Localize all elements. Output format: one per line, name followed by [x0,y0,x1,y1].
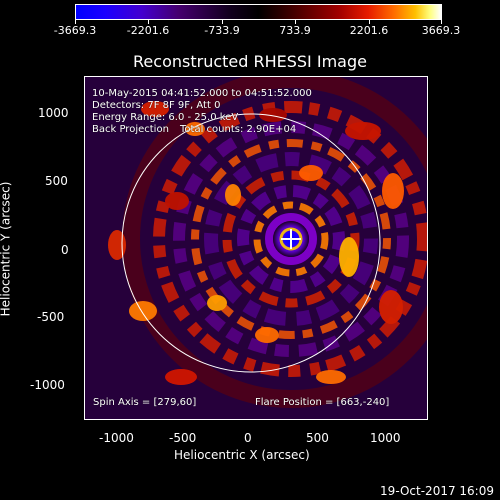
x-tick-label: 500 [306,431,329,445]
image-blob [316,370,346,384]
colorbar-tick-label: -2201.6 [126,24,170,37]
solar-limb-circle [121,113,381,373]
annotation-method: Back Projection [92,124,169,135]
image-blob [108,230,126,260]
image-blob [165,192,189,210]
image-blob [185,122,205,136]
image-blob [165,369,197,385]
colorbar-tick [441,20,442,24]
outer-ring [204,152,378,326]
image-blob [225,184,241,206]
y-tick-label: -500 [37,310,65,324]
image-blob [299,165,323,181]
image-blob [259,108,287,122]
colorbar-tick [222,20,223,24]
colorbar-tick-label: -3669.3 [53,24,97,37]
colorbar-tick [295,20,296,24]
rhessi-image-plot: 10-May-2015 04:41:52.000 to 04:51:52.000… [84,76,428,420]
image-blob [382,173,404,209]
colorbar-tick [369,20,370,24]
image-blob [339,237,359,277]
x-axis-label: Heliocentric X (arcsec) [174,448,310,462]
timestamp-footer: 19-Oct-2017 16:09 [380,484,494,498]
image-blob [129,301,157,321]
annotation-flare-position: Flare Position = [663,-240] [255,397,390,408]
outer-ring [222,170,360,308]
outer-ring [253,201,329,277]
outer-ring [122,77,427,408]
annotation-detectors: Detectors: 7F 8F 9F, Att 0 [92,100,221,111]
colorbar-gradient [76,5,441,19]
image-blob [345,122,381,140]
annotation-total-counts: Total counts: 2.90E+04 [180,124,297,135]
x-tick-label: -500 [169,431,197,445]
y-axis-label: Heliocentric Y (arcsec) [0,181,13,317]
image-blob [255,327,279,343]
annotation-spin-axis: Spin Axis = [279,60] [93,397,197,408]
colorbar-tick-label: -733.9 [204,24,240,37]
x-tick-label: -1000 [99,431,134,445]
y-tick-label: -1000 [30,378,65,392]
x-tick-label: 0 [244,431,252,445]
colorbar-tick-label: 733.9 [279,24,311,37]
colorbar-tick [148,20,149,24]
outer-texture [122,77,427,408]
annotation-time-range: 10-May-2015 04:41:52.000 to 04:51:52.000 [92,88,312,99]
outer-ring [237,185,345,293]
rhessi-image-svg [85,77,427,419]
outer-ring [191,139,391,339]
annotation-energy-range: Energy Range: 6.0 - 25.0 keV [92,112,239,123]
colorbar-tick [75,20,76,24]
y-tick-label: 500 [45,174,68,188]
outer-ring [173,121,409,357]
plot-title: Reconstructed RHESSI Image [133,52,367,71]
colorbar-tick-label: 2201.6 [349,24,389,37]
y-tick-label: 0 [61,243,69,257]
random-blobs [108,101,404,385]
image-blob [141,101,169,117]
image-blob [207,295,227,311]
outer-ring [265,213,317,265]
x-tick-label: 1000 [370,431,401,445]
colorbar-tick-label: 3669.3 [421,24,461,37]
outer-ring [153,101,427,377]
y-tick-label: 1000 [38,106,69,120]
image-blob [379,290,403,324]
colorbar [75,4,442,20]
